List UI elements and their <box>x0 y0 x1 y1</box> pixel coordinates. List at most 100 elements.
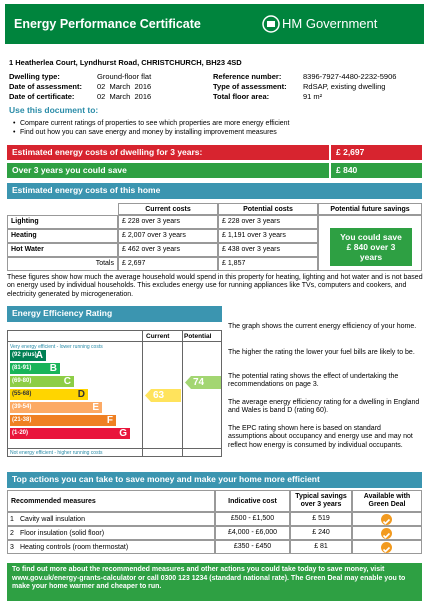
total-potential: £ 1,857 <box>218 257 318 271</box>
band: (21-38) F <box>10 415 116 426</box>
measure-cell <box>7 526 215 540</box>
bottom-label: Not energy efficient - higher running co… <box>10 450 103 456</box>
column-header: Potential future savings <box>318 203 422 215</box>
green-deal-icon <box>381 514 392 525</box>
divider <box>7 341 222 342</box>
potential-cost: £ 1,191 over 3 years <box>218 229 318 243</box>
rating-chart <box>7 330 222 457</box>
bullet: • <box>13 120 16 127</box>
detail-value: 02 March 2016 <box>97 92 152 101</box>
detail-value: 91 m² <box>303 92 323 101</box>
title: Energy Performance Certificate <box>14 17 201 31</box>
band-letter: D <box>77 389 85 400</box>
check <box>382 546 391 553</box>
divider <box>182 330 183 457</box>
cost-value: £ 2,697 <box>331 145 422 160</box>
cost-label: Estimated energy costs of dwelling for 3… <box>7 145 329 160</box>
totals-label: Totals <box>7 257 118 271</box>
band: (92 plus) A <box>10 350 46 361</box>
detail-label: Dwelling type: <box>9 72 60 81</box>
save-value: £ 840 <box>331 163 422 178</box>
band-letter: B <box>49 363 57 374</box>
detail-value: Ground-floor flat <box>97 72 152 81</box>
measure-cell <box>7 512 215 526</box>
rating-text: The potential rating shows the effect of… <box>228 373 399 389</box>
column-header: Typical savings over 3 years <box>290 490 352 512</box>
band-letter: F <box>106 415 113 426</box>
divider <box>142 330 143 457</box>
column-header: Potential <box>184 333 212 340</box>
band: (55-68) D <box>10 389 88 400</box>
address: 1 Heatherlea Court, Lyndhurst Road, CHRI… <box>9 58 242 67</box>
current-cost: £ 462 over 3 years <box>118 243 218 257</box>
use-item: Find out how you can save energy and mon… <box>20 129 277 136</box>
row-label: Heating <box>7 229 118 243</box>
rating-text: The EPC rating shown here is based on st… <box>228 425 413 449</box>
detail-value: 02 March 2016 <box>97 82 152 91</box>
saving: £ 81 <box>290 540 352 554</box>
cost: £500 - £1,500 <box>215 512 290 526</box>
green-deal-cell <box>352 512 422 526</box>
savings-box: You could save £ 840 over 3 years <box>330 228 412 266</box>
column-header: Indicative cost <box>215 490 290 512</box>
section-header: Estimated energy costs of this home <box>7 183 422 199</box>
band-letter: A <box>35 350 43 361</box>
detail-label: Type of assessment: <box>213 82 287 91</box>
column-header: Current costs <box>118 203 218 215</box>
measure: Heating controls (room thermostat) <box>20 544 129 551</box>
check <box>382 518 391 525</box>
section-header: Top actions you can take to save money a… <box>7 472 422 488</box>
band: (81-91) B <box>10 363 60 374</box>
green-deal-icon <box>381 542 392 553</box>
detail-label: Total floor area: <box>213 92 270 101</box>
potential-cost: £ 228 over 3 years <box>218 215 318 229</box>
government: HM Government <box>282 16 378 31</box>
band-letter: G <box>119 428 127 439</box>
saving: £ 519 <box>290 512 352 526</box>
potential-arrow <box>185 376 221 389</box>
measure-number: 2 <box>10 530 14 537</box>
rating-text: The higher the rating the lower your fue… <box>228 349 415 356</box>
band: (69-80) C <box>10 376 74 387</box>
header-bar <box>5 4 424 44</box>
current-arrow <box>145 389 181 402</box>
column-header: Recommended measures <box>7 490 215 512</box>
measure: Cavity wall insulation <box>20 516 85 523</box>
measure-number: 3 <box>10 544 14 551</box>
crest <box>262 15 280 33</box>
section-header: Energy Efficiency Rating <box>7 306 222 322</box>
use-item: Compare current ratings of properties to… <box>20 120 290 127</box>
row-label: Lighting <box>7 215 118 229</box>
potential-rating: 74 <box>193 377 205 388</box>
saving: £ 240 <box>290 526 352 540</box>
band-letter: E <box>92 402 99 413</box>
green-deal-icon <box>381 528 392 539</box>
row-label: Hot Water <box>7 243 118 257</box>
save-label: Over 3 years you could save <box>7 163 329 178</box>
detail-label: Reference number: <box>213 72 282 81</box>
detail-value: 8396-7927-4480-2232-5906 <box>303 72 397 81</box>
current-cost: £ 228 over 3 years <box>118 215 218 229</box>
green-deal-cell <box>352 526 422 540</box>
measure-number: 1 <box>10 516 14 523</box>
bullet: • <box>13 129 16 136</box>
detail-label: Date of assessment: <box>9 82 82 91</box>
rating-text: The average energy efficiency rating for… <box>228 399 420 415</box>
divider <box>7 448 222 449</box>
top-label: Very energy efficient - lower running co… <box>10 344 103 350</box>
current-cost: £ 2,007 over 3 years <box>118 229 218 243</box>
measure: Floor insulation (solid floor) <box>20 530 105 537</box>
cost: £350 - £450 <box>215 540 290 554</box>
column-header: Current <box>146 333 170 340</box>
note: These figures show how much the average … <box>7 274 423 298</box>
measure-cell <box>7 540 215 554</box>
band: (1-20) G <box>10 428 130 439</box>
band: (39-54) E <box>10 402 102 413</box>
column-header: Potential costs <box>218 203 318 215</box>
detail-label: Date of certificate: <box>9 92 75 101</box>
total-current: £ 2,697 <box>118 257 218 271</box>
cost: £4,000 - £6,000 <box>215 526 290 540</box>
use-title: Use this document to: <box>9 105 99 115</box>
band-letter: C <box>63 376 71 387</box>
